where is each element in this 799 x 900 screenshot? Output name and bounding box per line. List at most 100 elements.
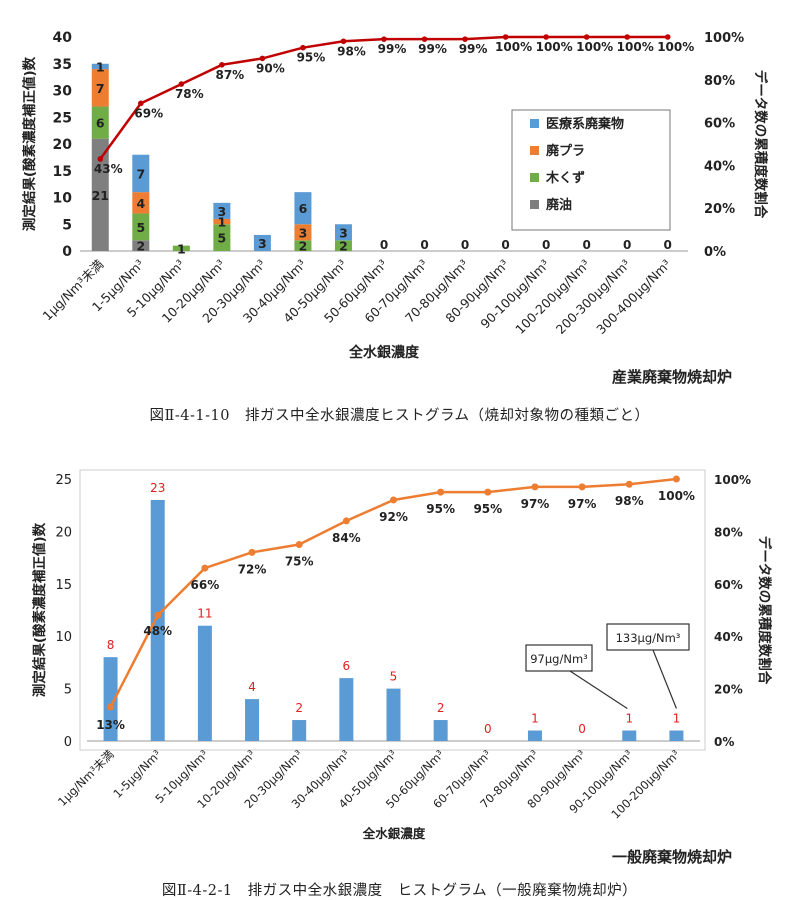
cumulative-point xyxy=(342,517,350,525)
bar xyxy=(292,720,307,741)
cumulative-point xyxy=(625,480,633,488)
y2-tick-label: 20% xyxy=(704,202,735,217)
cumulative-label: 100% xyxy=(536,40,573,54)
cumulative-point xyxy=(295,541,303,548)
bar-segment-label: 1 xyxy=(96,59,105,74)
y-tick-label: 5 xyxy=(62,217,72,233)
y-tick-label: 30 xyxy=(53,84,73,100)
bar-value-label: 0 xyxy=(484,722,492,736)
y-tick-label: 5 xyxy=(64,683,72,698)
bar-segment xyxy=(334,224,352,241)
bar-value-label: 4 xyxy=(248,680,256,694)
bar-value-label: 2 xyxy=(295,701,303,715)
y-tick-label: 15 xyxy=(53,164,72,180)
bar-segment-label: 2 xyxy=(299,239,308,254)
cumulative-label: 75% xyxy=(285,555,314,569)
bar xyxy=(527,730,542,741)
bar-segment xyxy=(213,218,231,225)
y-tick-label: 10 xyxy=(53,191,73,207)
y2-tick-label: 0% xyxy=(714,735,734,749)
cumulative-point xyxy=(583,34,590,40)
cumulative-point xyxy=(300,44,306,51)
cumulative-label: 78% xyxy=(175,87,204,101)
bar-value-label: 0 xyxy=(578,722,586,736)
cumulative-point xyxy=(201,564,209,572)
bar-value-label: 23 xyxy=(150,481,165,495)
cumulative-point xyxy=(340,38,347,45)
y2-axis-title: データ数の累積度数割合 xyxy=(752,70,769,219)
cumulative-point xyxy=(484,488,492,496)
bar-value-label: 5 xyxy=(390,670,398,684)
bar-segment xyxy=(132,154,150,193)
bar-segment xyxy=(213,202,231,219)
y-tick-label: 40 xyxy=(53,30,73,46)
y2-tick-label: 100% xyxy=(714,473,751,487)
bar-segment-label: 6 xyxy=(299,201,308,216)
bar-segment xyxy=(132,240,150,251)
bar-value-label: 0 xyxy=(461,238,469,252)
bar-segment xyxy=(253,234,271,251)
bar-segment xyxy=(91,69,109,107)
bar-value-label: 0 xyxy=(664,238,672,252)
bar-segment-label: 5 xyxy=(218,231,227,246)
cumulative-label: 95% xyxy=(297,51,326,65)
bar xyxy=(150,499,165,741)
bar-segment-label: 3 xyxy=(258,236,267,251)
bar-segment-label: 6 xyxy=(96,116,105,131)
bar-value-label: 0 xyxy=(501,238,509,252)
bar-segment xyxy=(91,63,109,70)
cumulative-point xyxy=(624,34,630,40)
x-axis-title: 全水銀濃度 xyxy=(348,344,420,361)
legend-swatch xyxy=(530,119,539,128)
cumulative-label: 99% xyxy=(459,42,488,56)
x-axis-title: 全水銀濃度 xyxy=(362,826,426,841)
y2-tick-label: 80% xyxy=(714,525,743,539)
cumulative-label: 92% xyxy=(379,510,408,524)
bar-segment xyxy=(213,224,231,251)
bar-value-label: 2 xyxy=(437,701,445,715)
cumulative-point xyxy=(462,36,468,42)
bar-segment-label: 21 xyxy=(92,188,109,203)
y-tick-label: 15 xyxy=(55,578,72,593)
y-tick-label: 25 xyxy=(53,110,72,126)
bar xyxy=(103,657,118,741)
bar-segment-label: 4 xyxy=(136,196,145,211)
bar-segment xyxy=(294,224,312,241)
bar-segment xyxy=(132,192,150,214)
plot-border xyxy=(79,469,706,751)
bar-value-label: 0 xyxy=(582,238,590,252)
chart1: 05101520253035400%20%40%60%80%100%216711… xyxy=(21,30,769,361)
cumulative-label: 43% xyxy=(94,162,123,176)
bar xyxy=(433,720,448,741)
cumulative-point xyxy=(421,36,428,42)
bar xyxy=(339,678,354,741)
y-tick-label: 0 xyxy=(62,244,72,260)
y-axis-title-group: 測定結果(酸素濃度補正値)数 xyxy=(31,522,48,697)
cumulative-label: 98% xyxy=(337,44,366,58)
y2-axis-title-group: データ数の累積度数割合 xyxy=(756,536,773,685)
y2-tick-label: 40% xyxy=(704,159,735,174)
bar-segment xyxy=(294,192,312,225)
bar-segment xyxy=(334,240,352,251)
cumulative-label: 98% xyxy=(615,494,644,508)
chart1-subtitle: 産業廃棄物焼却炉 xyxy=(612,368,733,386)
bar-value-label: 6 xyxy=(343,659,351,673)
legend-swatch xyxy=(530,173,539,182)
bar-segment xyxy=(91,138,109,251)
bar xyxy=(197,625,212,741)
bar xyxy=(669,730,684,741)
cumulative-label: 100% xyxy=(617,40,654,54)
bar-value-label: 1 xyxy=(673,712,681,726)
cumulative-label: 100% xyxy=(657,40,694,54)
cumulative-label: 99% xyxy=(418,42,447,56)
bar-segment-label: 3 xyxy=(339,225,348,240)
annotation-label: 133μg/Nm³ xyxy=(616,631,681,645)
annotation-label: 97μg/Nm³ xyxy=(530,652,588,666)
cumulative-point xyxy=(219,62,225,68)
cumulative-point xyxy=(107,703,115,711)
cumulative-point xyxy=(437,488,445,496)
cumulative-point xyxy=(248,548,256,556)
bar-segment-label: 7 xyxy=(96,81,105,96)
y2-axis-title-group: データ数の累積度数割合 xyxy=(752,70,769,219)
